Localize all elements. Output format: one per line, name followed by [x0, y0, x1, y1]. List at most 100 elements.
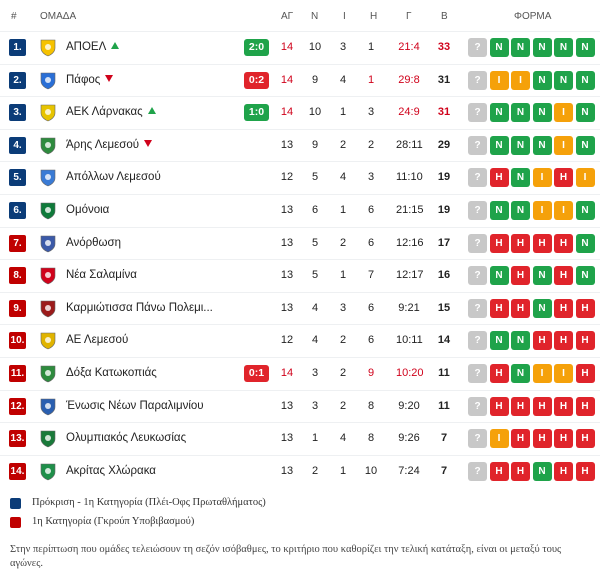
form-result[interactable]: N	[511, 201, 530, 220]
table-row[interactable]: 14. Ακρίτας Χλώρακα 13 2 1 10 7:24 7? H H N H H	[0, 454, 600, 488]
form-result[interactable]: H	[575, 396, 595, 416]
form-result[interactable]: N	[554, 70, 573, 90]
form-result[interactable]: H	[575, 298, 595, 318]
form-result[interactable]: N	[532, 266, 552, 286]
form-result[interactable]: I	[575, 168, 595, 188]
team-name[interactable]: Νέα Σαλαμίνα	[66, 269, 137, 281]
team-name[interactable]: Ομόνοια	[66, 204, 109, 216]
form-result[interactable]: H	[511, 396, 530, 416]
form-result[interactable]: N	[489, 331, 509, 351]
form-result[interactable]: H	[554, 233, 573, 253]
team-name[interactable]: Ολυμπιακός Λευκωσίας	[66, 432, 186, 444]
form-result[interactable]: H	[511, 429, 530, 449]
live-score-badge[interactable]: 0:1	[244, 365, 269, 382]
form-result[interactable]: N	[575, 103, 595, 123]
form-result[interactable]: N	[511, 38, 530, 57]
table-row[interactable]: 6. Ομόνοια 13 6 1 6 21:15 19? N N I I N	[0, 194, 600, 227]
table-row[interactable]: 13. Ολυμπιακός Λευκωσίας 13 1 4 8 9:26 7? I H H H H	[0, 422, 600, 455]
form-result[interactable]: N	[489, 266, 509, 286]
form-result[interactable]: I	[489, 429, 509, 449]
form-result[interactable]: N	[511, 135, 530, 155]
form-result[interactable]: H	[575, 331, 595, 351]
form-next-match[interactable]: ?	[468, 135, 487, 155]
team-name[interactable]: Ανόρθωση	[66, 237, 121, 249]
form-next-match[interactable]: ?	[468, 429, 487, 449]
form-result[interactable]: N	[575, 135, 595, 155]
form-result[interactable]: H	[489, 396, 509, 416]
form-result[interactable]: H	[554, 266, 573, 286]
form-result[interactable]: H	[532, 331, 552, 351]
table-row[interactable]: 12. Ένωσις Νέων Παραλιμνίου 13 3 2 8 9:20 11? H H…	[0, 389, 600, 423]
form-next-match[interactable]: ?	[468, 233, 487, 253]
form-result[interactable]: H	[575, 429, 595, 449]
form-result[interactable]: N	[511, 331, 530, 351]
form-result[interactable]: N	[511, 168, 530, 188]
team-name[interactable]: ΑΠΟΕΛ	[66, 41, 120, 53]
form-result[interactable]: N	[489, 103, 509, 123]
form-result[interactable]: N	[532, 70, 552, 90]
form-result[interactable]: I	[554, 135, 573, 155]
form-result[interactable]: H	[489, 233, 509, 253]
table-row[interactable]: 9. Καρμιώτισσα Πάνω Πολεμι... 13 4 3 6 9:21 15?…	[0, 291, 600, 325]
form-result[interactable]: N	[511, 103, 530, 123]
form-result[interactable]: I	[554, 103, 573, 123]
form-result[interactable]: N	[575, 266, 595, 286]
team-name[interactable]: Πάφος	[66, 74, 114, 86]
form-result[interactable]: H	[554, 298, 573, 318]
form-result[interactable]: H	[489, 364, 509, 383]
table-row[interactable]: 7. Ανόρθωση 13 5 2 6 12:16 17? H H H H N	[0, 226, 600, 260]
form-next-match[interactable]: ?	[468, 70, 487, 90]
form-result[interactable]: N	[575, 233, 595, 253]
form-result[interactable]: N	[532, 461, 552, 481]
team-name[interactable]: ΑΕΚ Λάρνακας	[66, 106, 156, 118]
form-result[interactable]: I	[532, 364, 552, 383]
table-row[interactable]: 2. Πάφος 0:2 14 9 4 1 29:8 31? I I N N N	[0, 63, 600, 97]
form-result[interactable]: H	[532, 396, 552, 416]
table-row[interactable]: 4. Άρης Λεμεσού 13 9 2 2 28:11 29? N N N I N	[0, 128, 600, 162]
form-result[interactable]: H	[554, 168, 573, 188]
form-result[interactable]: H	[511, 298, 530, 318]
form-result[interactable]: N	[575, 70, 595, 90]
form-result[interactable]: H	[489, 168, 509, 188]
form-result[interactable]: N	[575, 38, 595, 57]
form-next-match[interactable]: ?	[468, 266, 487, 286]
table-row[interactable]: 8. Νέα Σαλαμίνα 13 5 1 7 12:17 16? N H N H N	[0, 259, 600, 292]
form-next-match[interactable]: ?	[468, 461, 487, 481]
form-result[interactable]: N	[575, 201, 595, 220]
form-result[interactable]: I	[554, 201, 573, 220]
form-result[interactable]: N	[554, 38, 573, 57]
form-result[interactable]: H	[511, 233, 530, 253]
form-result[interactable]: H	[532, 429, 552, 449]
form-result[interactable]: H	[554, 429, 573, 449]
team-name[interactable]: Καρμιώτισσα Πάνω Πολεμι...	[66, 302, 213, 314]
live-score-badge[interactable]: 2:0	[244, 39, 269, 56]
team-name[interactable]: Ακρίτας Χλώρακα	[66, 465, 156, 477]
form-result[interactable]: N	[489, 38, 509, 57]
form-result[interactable]: H	[489, 461, 509, 481]
form-result[interactable]: N	[489, 135, 509, 155]
form-result[interactable]: H	[575, 364, 595, 383]
form-result[interactable]: H	[511, 266, 530, 286]
table-row[interactable]: 11. Δόξα Κατωκοπιάς 0:1 14 3 2 9 10:20 11? H N I I H	[0, 357, 600, 390]
form-next-match[interactable]: ?	[468, 103, 487, 123]
form-result[interactable]: N	[489, 201, 509, 220]
form-result[interactable]: N	[532, 298, 552, 318]
form-result[interactable]: I	[511, 70, 530, 90]
form-result[interactable]: I	[489, 70, 509, 90]
table-row[interactable]: 10. ΑΕ Λεμεσού 12 4 2 6 10:11 14? N N H H H	[0, 324, 600, 357]
form-result[interactable]: H	[575, 461, 595, 481]
form-result[interactable]: I	[532, 201, 552, 220]
table-row[interactable]: 3. ΑΕΚ Λάρνακας 1:0 14 10 1 3 24:9 31? N N N I N	[0, 96, 600, 129]
form-next-match[interactable]: ?	[468, 38, 487, 57]
team-name[interactable]: Ένωσις Νέων Παραλιμνίου	[66, 400, 204, 412]
team-name[interactable]: Απόλλων Λεμεσού	[66, 171, 161, 183]
form-result[interactable]: H	[532, 233, 552, 253]
form-next-match[interactable]: ?	[468, 201, 487, 220]
form-result[interactable]: H	[554, 331, 573, 351]
form-next-match[interactable]: ?	[468, 331, 487, 351]
form-result[interactable]: H	[489, 298, 509, 318]
form-result[interactable]: H	[554, 396, 573, 416]
form-next-match[interactable]: ?	[468, 168, 487, 188]
team-name[interactable]: Δόξα Κατωκοπιάς	[66, 367, 157, 379]
form-result[interactable]: H	[554, 461, 573, 481]
